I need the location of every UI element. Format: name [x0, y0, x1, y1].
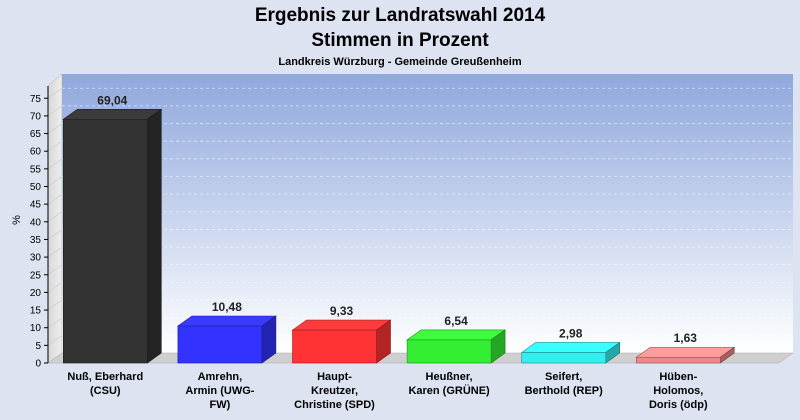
y-tick-label: 65	[30, 129, 42, 140]
bar-top-face	[291, 319, 392, 331]
y-tick-label: 40	[30, 217, 42, 228]
bar-front-face	[177, 325, 263, 364]
bar-1	[62, 108, 163, 364]
grid-line-side	[47, 123, 63, 134]
y-tick-label: 0	[35, 359, 41, 370]
bar-side-face	[147, 108, 162, 364]
value-label-6: 1,63	[674, 331, 698, 345]
y-tick-label: 60	[30, 147, 42, 158]
chart-subtitle: Landkreis Würzburg - Gemeinde Greußenhei…	[278, 56, 521, 68]
bar-front-face	[292, 329, 377, 364]
grid-line-side	[47, 88, 63, 99]
bar-4	[406, 329, 507, 364]
bar-front-face	[406, 339, 492, 364]
bar-front-face	[635, 356, 721, 364]
category-label-5: Seifert, Berthold (REP)	[525, 371, 604, 397]
y-tick-label: 70	[30, 111, 42, 122]
grid-line-side	[47, 193, 63, 205]
grid-line-side	[47, 229, 63, 240]
grid-line-side	[47, 317, 63, 328]
y-tick-label: 50	[30, 182, 42, 193]
category-label-3: Haupt-Kreutzer, Christine (SPD)	[294, 371, 375, 411]
y-tick-label: 20	[30, 288, 42, 299]
y-tick-label: 15	[30, 306, 42, 317]
y-tick-label: 10	[30, 323, 42, 334]
grid-line-side	[47, 282, 63, 293]
bar-top-face	[62, 108, 163, 120]
bar-top-face	[520, 342, 621, 353]
value-label-3: 9,33	[330, 304, 354, 318]
grid-line-side	[47, 299, 63, 311]
value-label-2: 10,48	[212, 300, 242, 314]
grid-line-side	[47, 140, 63, 152]
bar-front-face	[62, 118, 148, 364]
y-tick-label: 55	[30, 164, 42, 175]
category-label-6: Hüben-Holomos, Doris (ödp)	[649, 371, 708, 411]
grid-line-side	[47, 246, 63, 258]
grid-line-side	[47, 105, 63, 117]
grid-line-side	[47, 176, 63, 187]
grid-line-side	[47, 335, 63, 346]
bar-5	[520, 341, 621, 364]
plot-side-wall	[47, 73, 63, 364]
grid-line-side	[47, 158, 63, 170]
bar-3	[291, 319, 392, 364]
chart-title: Ergebnis zur Landratswahl 2014	[255, 5, 546, 26]
grid-line-side	[47, 211, 63, 223]
y-tick-label: 25	[30, 270, 42, 281]
category-labels: Nuß, Eberhard (CSU) Amrehn, Armin (UWG-FW) H…	[67, 371, 708, 411]
y-axis-label: %	[11, 215, 23, 225]
value-labels: 69,04 10,48 9,33 6,54 2,98 1,63	[97, 93, 697, 345]
category-label-2: Amrehn, Armin (UWG-FW)	[185, 371, 254, 411]
bar-front-face	[521, 352, 607, 364]
y-tick-label: 75	[30, 94, 42, 105]
bar-top-face	[176, 315, 277, 327]
chart-title-line2: Stimmen in Prozent	[311, 30, 489, 51]
bar-top-face	[406, 329, 507, 341]
value-label-1: 69,04	[97, 93, 127, 107]
bar-2	[176, 315, 277, 364]
grid-line-side	[47, 264, 63, 275]
y-tick-label: 35	[30, 235, 42, 246]
value-label-5: 2,98	[559, 326, 583, 340]
plot-back-wall	[62, 74, 793, 353]
bars	[62, 108, 736, 364]
bar-6	[635, 346, 736, 364]
y-axis-ticks: 0 5 10 15 20 25 30 35 40 45 50 55 60 65 70 75	[30, 94, 48, 370]
category-label-1: Nuß, Eberhard (CSU)	[67, 371, 143, 397]
y-tick-label: 30	[30, 253, 42, 264]
y-tick-label: 5	[35, 341, 41, 352]
bar-top-face	[635, 346, 736, 358]
y-tick-label: 45	[30, 200, 42, 211]
value-label-4: 6,54	[444, 314, 468, 328]
category-label-4: Heußner, Karen (GRÜNE)	[408, 371, 490, 397]
